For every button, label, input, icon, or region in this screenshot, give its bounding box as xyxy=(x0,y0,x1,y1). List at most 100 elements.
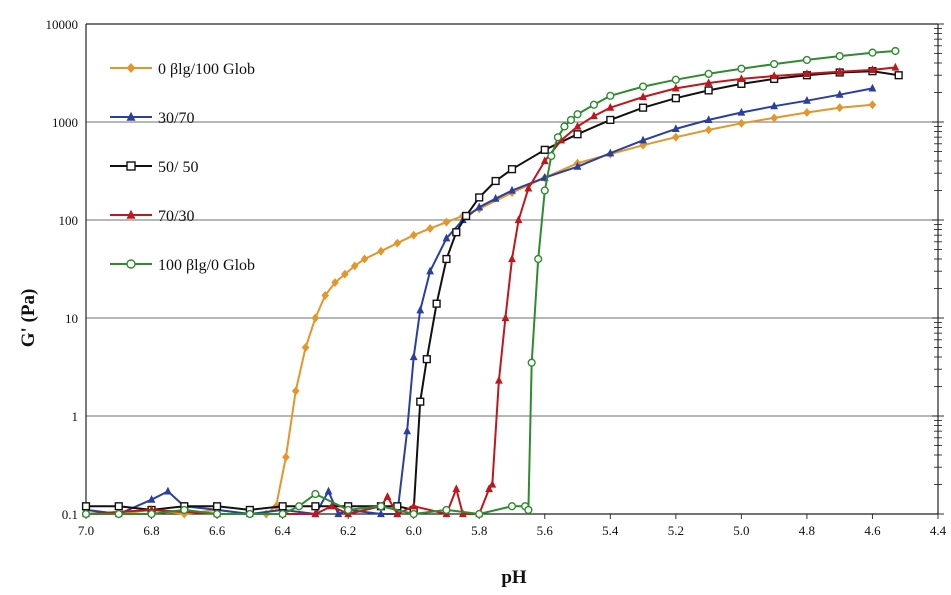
data-point xyxy=(835,52,844,61)
data-point xyxy=(422,355,431,364)
data-point xyxy=(409,501,418,510)
data-point xyxy=(560,122,569,131)
data-point xyxy=(475,193,484,202)
data-point xyxy=(639,135,647,144)
gridlines xyxy=(86,121,938,417)
data-point xyxy=(524,183,533,192)
data-point xyxy=(803,96,811,104)
data-point xyxy=(164,486,172,495)
data-point xyxy=(334,509,343,518)
data-point xyxy=(114,509,123,519)
data-point xyxy=(803,69,811,77)
data-point xyxy=(462,211,471,221)
x-tick-label: 6.2 xyxy=(340,523,356,538)
data-point xyxy=(737,118,746,128)
legend-label: 30/70 xyxy=(158,110,194,127)
data-point xyxy=(606,115,615,125)
data-point xyxy=(416,397,425,406)
data-point xyxy=(488,479,497,488)
series-layer xyxy=(81,46,903,519)
data-point xyxy=(432,299,441,308)
y-tick-label: 0.1 xyxy=(62,507,78,522)
data-point xyxy=(291,386,300,396)
data-point xyxy=(311,502,320,511)
data-point xyxy=(524,505,533,515)
data-point xyxy=(835,90,844,98)
data-point xyxy=(426,223,434,233)
data-point xyxy=(737,107,746,116)
series-line xyxy=(85,87,873,515)
y-tick-label: 100 xyxy=(59,213,79,228)
data-point xyxy=(376,502,386,511)
data-point xyxy=(475,202,484,211)
data-point xyxy=(704,78,713,87)
data-point xyxy=(442,217,451,227)
legend-item: 0 βlg/100 Glob xyxy=(110,61,255,78)
data-point xyxy=(282,452,290,462)
data-point xyxy=(507,502,517,511)
data-point xyxy=(704,125,713,135)
data-point xyxy=(212,509,222,519)
data-point xyxy=(495,375,503,384)
data-point xyxy=(442,233,451,242)
data-point xyxy=(331,278,339,288)
tick-labels: 0.1 1 10 100 1000 10000 7.0 6.8 6.6 6.4 6.2 6.0 5.8 5… xyxy=(46,17,947,538)
data-point xyxy=(770,71,779,80)
data-point xyxy=(770,113,778,123)
data-point xyxy=(704,115,713,124)
data-point xyxy=(573,130,582,139)
data-point xyxy=(212,502,222,511)
legend-label: 0 βlg/100 Glob xyxy=(158,61,255,78)
data-point xyxy=(409,352,418,361)
data-point xyxy=(442,505,451,515)
data-point xyxy=(606,148,615,157)
x-tick-label: 6.0 xyxy=(406,523,422,538)
data-point xyxy=(485,484,493,493)
data-point xyxy=(245,509,254,519)
x-tick-label: 6.8 xyxy=(143,523,159,538)
data-point xyxy=(573,121,582,130)
data-point xyxy=(81,509,91,519)
data-point xyxy=(737,74,746,83)
data-point xyxy=(547,151,556,161)
series-line xyxy=(86,50,896,515)
data-point xyxy=(81,502,91,511)
data-point xyxy=(426,266,434,275)
data-point xyxy=(527,358,536,367)
data-point xyxy=(540,186,549,195)
data-point xyxy=(802,55,812,65)
data-point xyxy=(671,83,680,92)
data-point xyxy=(278,502,287,511)
data-point xyxy=(868,65,877,74)
data-point xyxy=(514,215,523,224)
data-point xyxy=(491,194,500,202)
legend-label: 70/30 xyxy=(158,208,194,225)
data-point xyxy=(475,509,484,519)
x-tick-label: 5.4 xyxy=(602,523,619,538)
x-tick-label: 5.6 xyxy=(537,523,554,538)
data-point xyxy=(639,92,647,101)
data-point xyxy=(452,228,461,237)
data-point xyxy=(553,133,562,142)
x-tick-label: 4.8 xyxy=(799,523,815,538)
data-point xyxy=(327,501,336,510)
data-point xyxy=(540,145,549,154)
data-point xyxy=(737,64,746,73)
legend: 0 βlg/100 Glob 30/70 50/ 50 70/30 100 βlg/0 … xyxy=(110,61,255,274)
data-point xyxy=(344,505,353,515)
data-point xyxy=(180,505,189,515)
data-point xyxy=(311,489,320,499)
data-point xyxy=(835,103,844,113)
data-point xyxy=(671,75,680,84)
data-point xyxy=(672,132,680,142)
x-tick-label: 5.8 xyxy=(471,523,487,538)
data-point xyxy=(671,94,680,103)
data-point xyxy=(589,100,599,109)
data-point xyxy=(534,254,543,264)
data-point xyxy=(126,111,136,121)
data-point xyxy=(770,101,779,110)
y-axis-title: G' (Pa) xyxy=(18,289,39,348)
data-point xyxy=(507,165,517,174)
data-point xyxy=(126,259,136,269)
